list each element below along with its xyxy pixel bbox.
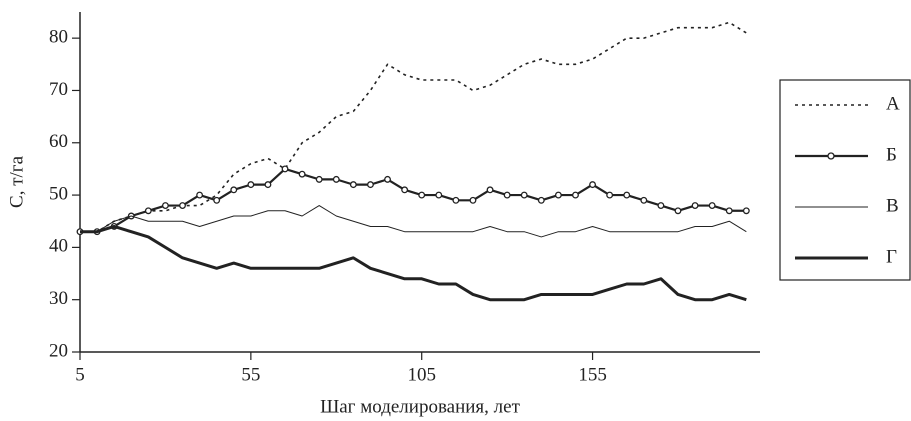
x-tick-label: 55 <box>241 364 260 385</box>
series-marker <box>281 165 289 173</box>
series-line <box>80 224 747 302</box>
legend-label: Б <box>886 144 897 165</box>
series-marker <box>298 170 306 178</box>
y-axis-label: C, т/га <box>6 155 27 208</box>
series-marker <box>708 202 716 209</box>
x-axis-label: Шаг моделирования, лет <box>320 396 521 417</box>
series-marker <box>674 207 682 215</box>
y-tick-label: 70 <box>49 79 68 100</box>
legend-label: В <box>886 195 899 216</box>
series-marker <box>452 196 460 204</box>
series-marker <box>486 186 494 194</box>
series-marker <box>230 186 238 194</box>
series-marker <box>503 191 511 199</box>
series-marker <box>161 202 169 209</box>
x-tick-label: 5 <box>75 364 85 385</box>
series-marker <box>332 175 340 183</box>
legend-marker <box>827 152 835 160</box>
series-marker <box>264 181 272 189</box>
series-marker <box>657 202 665 209</box>
y-tick-label: 20 <box>49 340 68 361</box>
series-marker <box>247 181 255 189</box>
series-line <box>80 167 747 233</box>
series-marker <box>435 191 443 199</box>
legend-label: А <box>886 93 900 114</box>
series-marker <box>418 191 426 199</box>
x-tick-label: 155 <box>578 364 607 385</box>
y-tick-label: 40 <box>49 236 68 257</box>
y-tick-label: 60 <box>49 131 68 152</box>
series-marker <box>742 207 750 215</box>
series-marker <box>606 191 614 199</box>
series-marker <box>315 175 323 183</box>
y-tick-label: 50 <box>49 183 68 204</box>
series-marker <box>623 191 631 199</box>
y-tick-label: 30 <box>49 288 68 309</box>
series-marker <box>589 181 597 189</box>
series-marker <box>196 191 204 199</box>
legend-label: Г <box>886 246 897 267</box>
series-marker <box>691 202 699 209</box>
series-marker <box>401 186 409 194</box>
series-marker <box>640 196 648 204</box>
series-marker <box>725 207 733 215</box>
series-marker <box>179 202 186 209</box>
x-tick-label: 105 <box>407 364 436 385</box>
legend-box <box>779 79 911 281</box>
series-marker <box>144 207 152 215</box>
series-marker <box>384 175 391 183</box>
series-marker <box>537 196 545 204</box>
series-marker <box>349 181 357 189</box>
series-marker <box>213 196 221 204</box>
y-tick-label: 80 <box>49 27 68 48</box>
series-marker <box>554 191 562 199</box>
series-marker <box>572 191 579 199</box>
series-marker <box>469 196 477 204</box>
series-line <box>80 205 747 238</box>
series-marker <box>520 191 528 199</box>
series-marker <box>367 181 374 189</box>
